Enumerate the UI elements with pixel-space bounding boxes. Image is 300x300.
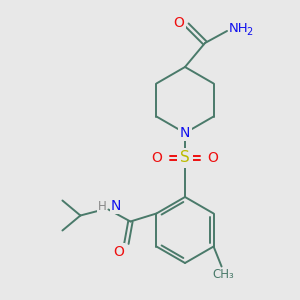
Text: N: N (110, 200, 121, 214)
Text: O: O (174, 16, 184, 30)
Text: N: N (180, 126, 190, 140)
Text: S: S (180, 151, 190, 166)
Text: O: O (152, 151, 162, 165)
Text: CH₃: CH₃ (213, 268, 235, 281)
Text: H: H (98, 200, 106, 213)
Text: 2: 2 (246, 27, 252, 37)
Text: O: O (208, 151, 218, 165)
Text: NH: NH (229, 22, 249, 34)
Text: O: O (113, 244, 124, 259)
